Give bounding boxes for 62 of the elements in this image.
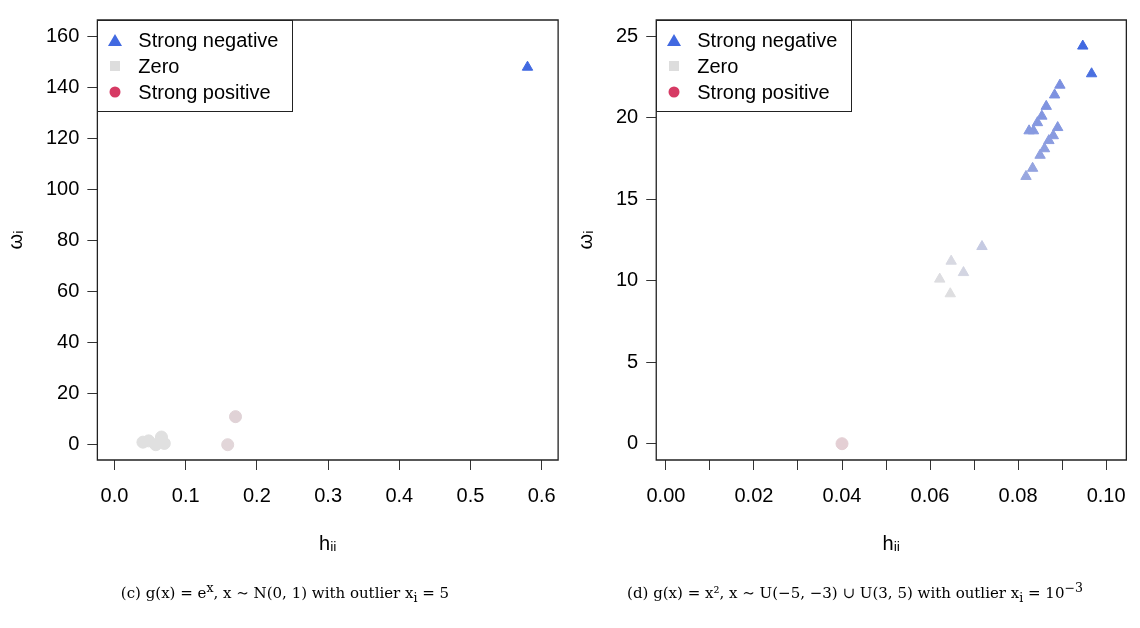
point (1036, 109, 1048, 120)
y-tick-label: 20 (57, 381, 80, 404)
point (1054, 78, 1066, 89)
x-tick-label: 0.02 (734, 483, 774, 506)
y-tick-label: 0 (68, 432, 80, 455)
x-axis-title: hᵢᵢ (319, 531, 337, 554)
y-tick-label: 5 (627, 349, 639, 372)
point (1040, 99, 1052, 110)
legend-label: Strong negative (138, 28, 279, 53)
x-tick-label: 0.04 (822, 483, 862, 506)
x-tick-label: 0.2 (242, 483, 271, 506)
point (957, 266, 970, 277)
point (1026, 161, 1039, 172)
x-tick-label: 0.08 (998, 483, 1038, 506)
y-tick-label: 40 (57, 330, 80, 353)
x-tick-label: 0.5 (456, 483, 485, 506)
x-tick-label: 0.10 (1086, 483, 1126, 506)
legend-label: Zero (138, 54, 180, 79)
y-tick-label: 0 (627, 431, 639, 454)
point (521, 60, 534, 71)
x-tick-label: 0.4 (385, 483, 414, 506)
point (1031, 116, 1044, 127)
y-tick-label: 100 (45, 177, 80, 200)
y-tick-label: 15 (616, 186, 639, 209)
x-tick-label: 0.0 (100, 483, 129, 506)
y-tick-label: 80 (57, 228, 80, 251)
point (976, 240, 988, 251)
y-axis-title: ωᵢ (3, 230, 26, 250)
point (1051, 121, 1064, 132)
y-tick-label: 10 (616, 268, 639, 291)
text: (d) g(x) = x², x ∼ U(−5, −3) ∪ U(3, 5) with outlier x$_{i}$ = 10$^{−3}$ (626, 579, 1084, 607)
x-tick-label: 0.1 (171, 483, 200, 506)
legend-label: Strong positive (697, 80, 830, 105)
y-tick-label: 140 (45, 75, 80, 98)
x-tick-label: 0.6 (527, 483, 556, 506)
legend-label: Zero (697, 54, 739, 79)
point (1043, 134, 1055, 145)
y-tick-label: 60 (57, 279, 80, 302)
y-axis-title: ωᵢ (573, 230, 596, 250)
y-tick-label: 160 (45, 24, 80, 47)
point (221, 438, 235, 452)
x-tick-label: 0.00 (646, 483, 686, 506)
point (1034, 148, 1046, 159)
x-axis-title: hᵢᵢ (882, 531, 901, 554)
point (1020, 169, 1032, 180)
text: (c) g(x) = e$^{x}$, x ∼ N(0, 1) with outlier x$_{i}$ = 5 (119, 579, 451, 607)
x-tick-label: 0.3 (314, 483, 343, 506)
point (835, 437, 849, 451)
point (945, 254, 957, 265)
point (1085, 67, 1098, 78)
y-tick-label: 25 (616, 23, 639, 46)
point (1077, 39, 1089, 50)
legend-label: Strong negative (697, 28, 838, 53)
point (1023, 124, 1035, 135)
point (934, 272, 946, 283)
point (1048, 88, 1061, 99)
y-tick-label: 20 (616, 105, 639, 128)
legend-label: Strong positive (138, 80, 271, 105)
point (229, 410, 243, 424)
point (944, 287, 956, 298)
y-tick-label: 120 (45, 126, 80, 149)
x-tick-label: 0.06 (910, 483, 950, 506)
